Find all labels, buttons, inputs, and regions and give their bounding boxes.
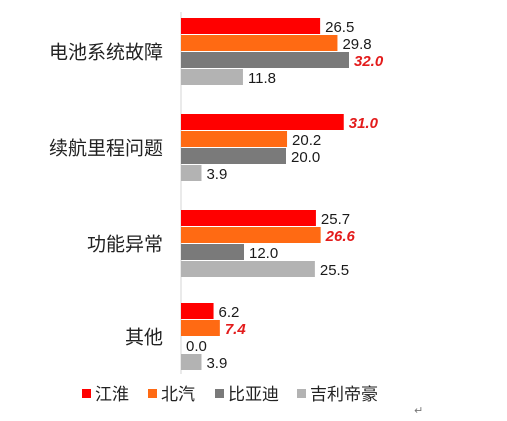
labels-layer: 26.529.832.0 11.8 31.0 20.220.0 3.9 25.726.6 1… — [186, 19, 384, 372]
bar-2-0 — [181, 210, 316, 226]
legend-swatch-1 — [148, 389, 157, 398]
paragraph-mark: ↵ — [414, 404, 424, 417]
bar-2-3 — [181, 261, 315, 277]
value-label-2-2: 12.0 — [249, 245, 278, 262]
legend-swatch-0 — [82, 389, 91, 398]
category-label-0: 电池系统故障 — [49, 42, 163, 64]
legend-swatch-2 — [215, 389, 224, 398]
value-label-2-3: 25.5 — [320, 262, 349, 279]
legend-label-2: 比亚迪 — [228, 385, 279, 405]
bar-1-1 — [181, 131, 288, 147]
legend-label-1: 北汽 — [161, 385, 195, 405]
value-label-2-0: 25.7 — [321, 211, 350, 228]
value-label-3-2: 0.0 — [186, 338, 207, 355]
legend-swatch-3 — [297, 389, 306, 398]
value-label-3-0: 6.2 — [219, 304, 240, 321]
bar-0-1 — [181, 35, 338, 51]
legend: 江淮 北汽 比亚迪 吉利帝豪 — [82, 384, 378, 405]
value-label-0-0: 26.5 — [325, 19, 354, 36]
bar-2-2 — [181, 244, 244, 260]
value-label-2-1: 26.6 — [325, 228, 356, 245]
category-label-1: 续航里程问题 — [49, 138, 163, 160]
bar-1-0 — [181, 114, 344, 130]
bar-3-0 — [181, 303, 214, 319]
bar-0-2 — [181, 52, 349, 68]
bar-3-3 — [181, 354, 202, 370]
legend-label-0: 江淮 — [95, 385, 129, 405]
value-label-1-1: 20.2 — [292, 132, 321, 149]
value-label-1-0: 31.0 — [349, 115, 379, 132]
value-label-0-2: 32.0 — [354, 53, 384, 70]
value-label-0-1: 29.8 — [342, 36, 371, 53]
legend-label-3: 吉利帝豪 — [310, 384, 378, 405]
category-label-2: 功能异常 — [87, 234, 163, 256]
value-label-1-2: 20.0 — [291, 149, 320, 166]
bar-1-3 — [181, 165, 202, 181]
bar-0-3 — [181, 69, 243, 85]
value-label-0-3: 11.8 — [248, 70, 276, 87]
category-label-3: 其他 — [125, 327, 163, 349]
bar-0-0 — [181, 18, 321, 34]
value-label-1-3: 3.9 — [206, 166, 227, 183]
bar-1-2 — [181, 148, 286, 164]
bar-3-1 — [181, 320, 220, 336]
value-label-3-1: 7.4 — [225, 321, 247, 338]
bars-layer — [181, 18, 349, 370]
bar-2-1 — [181, 227, 321, 243]
value-label-3-3: 3.9 — [206, 355, 227, 372]
